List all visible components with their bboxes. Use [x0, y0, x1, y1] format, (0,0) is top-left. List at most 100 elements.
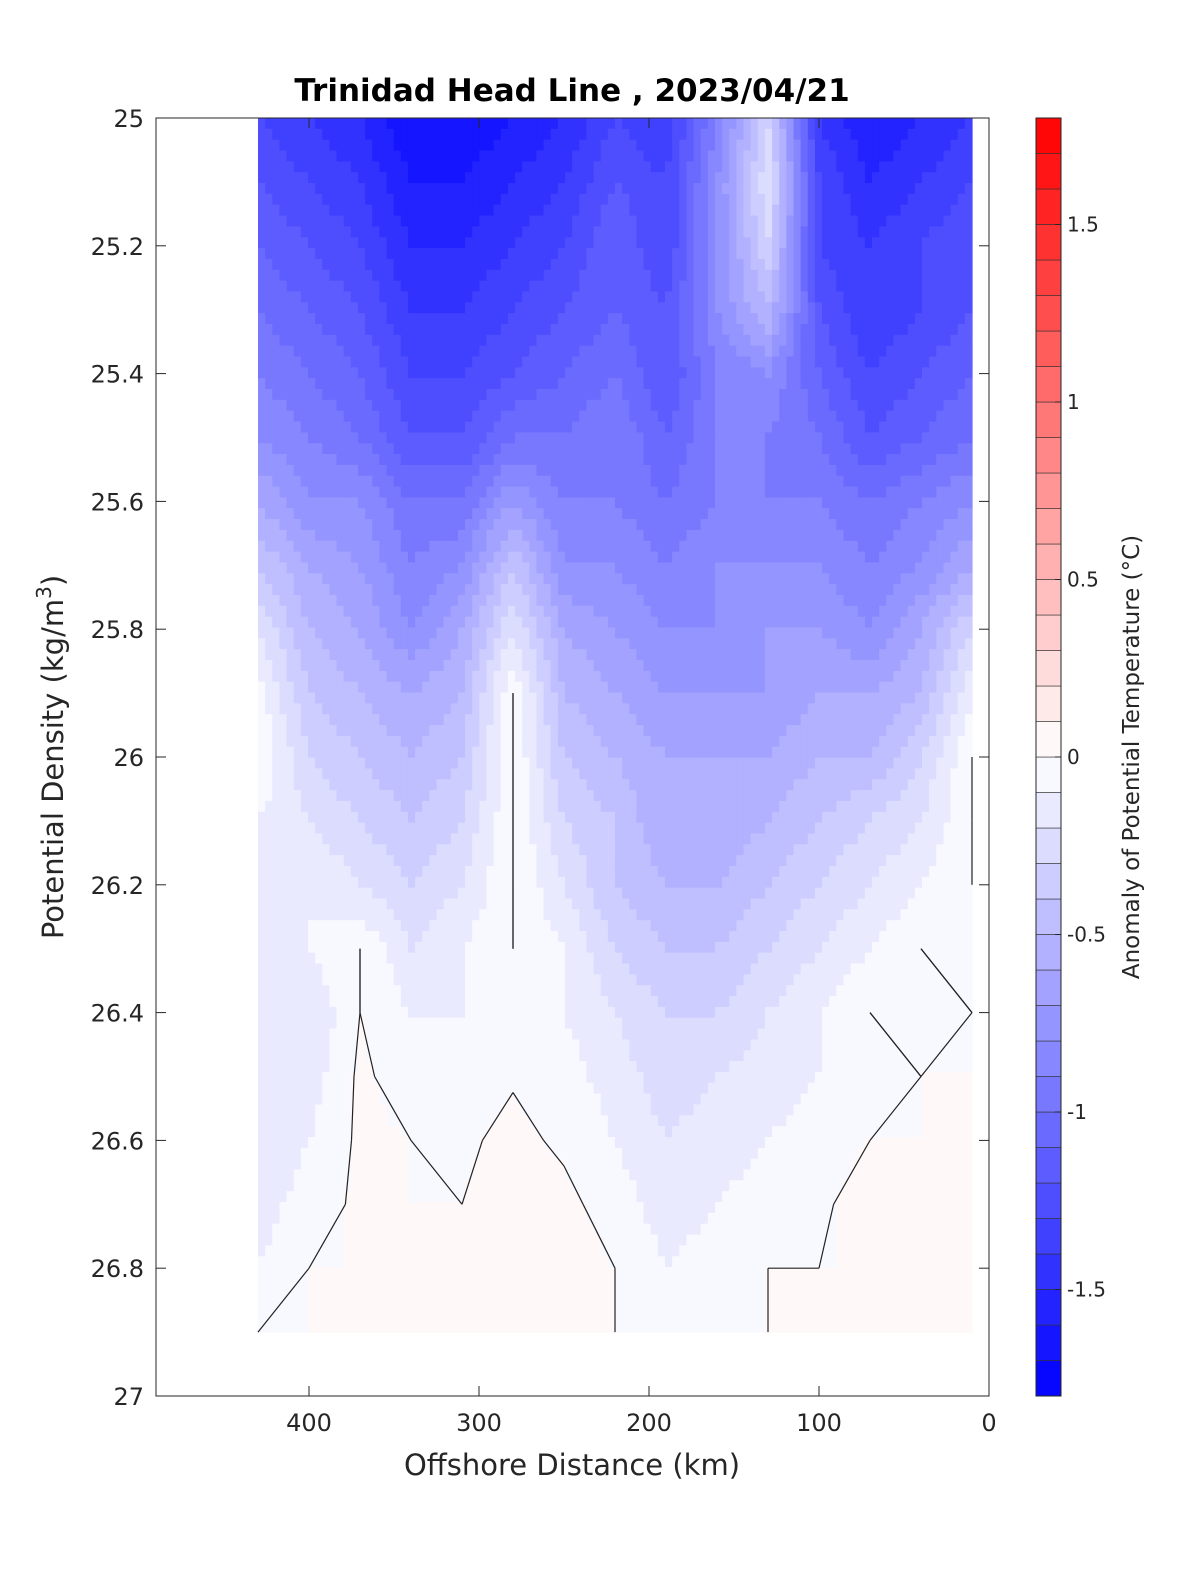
heatmap-cell — [593, 258, 602, 271]
heatmap-cell — [772, 237, 780, 249]
heatmap-cell — [936, 519, 945, 531]
heatmap-cell — [607, 161, 616, 173]
heatmap-cell — [722, 258, 730, 271]
heatmap-cell — [272, 172, 281, 184]
heatmap-cell — [650, 323, 659, 336]
heatmap-cell — [886, 519, 895, 531]
heatmap-cell — [843, 605, 852, 618]
heatmap-cell — [336, 291, 345, 303]
heatmap-cell — [936, 258, 945, 271]
heatmap-cell — [843, 345, 852, 358]
heatmap-cell — [629, 215, 638, 227]
heatmap-cell — [522, 389, 530, 401]
heatmap-cell — [843, 432, 852, 444]
heatmap-cell — [772, 594, 780, 607]
heatmap-cell — [607, 508, 616, 520]
heatmap-cell — [357, 443, 366, 455]
heatmap-cell — [529, 226, 538, 238]
heatmap-cell — [929, 356, 937, 368]
heatmap-cell — [307, 389, 316, 401]
heatmap-cell — [258, 237, 266, 249]
heatmap-cell — [436, 334, 445, 347]
heatmap-cell — [536, 529, 545, 542]
heatmap-cell — [729, 616, 737, 629]
heatmap-cell — [500, 237, 509, 249]
heatmap-cell — [543, 161, 552, 173]
heatmap-cell — [300, 432, 309, 444]
heatmap-cell — [565, 248, 573, 260]
heatmap-cell — [365, 204, 373, 217]
heatmap-cell — [393, 291, 402, 303]
heatmap-cell — [950, 183, 959, 195]
heatmap-cell — [686, 280, 695, 293]
heatmap-cell — [779, 432, 787, 444]
heatmap-cell — [365, 356, 373, 368]
heatmap-cell — [743, 345, 752, 358]
heatmap-cell — [957, 280, 966, 293]
heatmap-cell — [836, 443, 845, 455]
heatmap-cell — [607, 573, 616, 585]
heatmap-cell — [886, 226, 895, 238]
heatmap-cell — [664, 248, 673, 260]
heatmap-cell — [686, 605, 695, 618]
heatmap-cell — [586, 172, 595, 184]
heatmap-cell — [957, 345, 966, 358]
heatmap-cell — [500, 475, 509, 488]
heatmap-cell — [415, 128, 423, 141]
heatmap-cell — [429, 432, 438, 444]
heatmap-cell — [422, 616, 430, 629]
heatmap-cell — [743, 573, 752, 585]
heatmap-cell — [515, 399, 523, 412]
heatmap-cell — [336, 627, 345, 639]
heatmap-cell — [293, 215, 302, 227]
heatmap-cell — [486, 172, 495, 184]
heatmap-cell — [579, 313, 588, 325]
heatmap-cell — [315, 323, 323, 336]
heatmap-cell — [550, 172, 559, 184]
heatmap-cell — [586, 475, 595, 488]
heatmap-cell — [922, 399, 930, 412]
heatmap-cell — [850, 150, 859, 162]
heatmap-cell — [829, 172, 837, 184]
heatmap-cell — [729, 551, 737, 564]
heatmap-cell — [307, 193, 316, 206]
heatmap-cell — [807, 497, 816, 509]
heatmap-cell — [586, 638, 595, 650]
heatmap-cell — [593, 475, 602, 488]
heatmap-cell — [443, 345, 452, 358]
heatmap-cell — [565, 226, 573, 238]
heatmap-cell — [465, 399, 473, 412]
heatmap-cell — [579, 529, 588, 542]
heatmap-cell — [415, 226, 423, 238]
heatmap-cell — [964, 334, 973, 347]
heatmap-cell — [757, 410, 766, 423]
heatmap-cell — [272, 486, 281, 499]
heatmap-cell — [436, 497, 445, 509]
heatmap-cell — [772, 378, 780, 390]
heatmap-cell — [772, 410, 780, 423]
heatmap-cell — [729, 323, 737, 336]
heatmap-cell — [793, 204, 802, 217]
heatmap-cell — [850, 421, 859, 433]
heatmap-cell — [507, 345, 516, 358]
heatmap-cell — [272, 627, 281, 639]
heatmap-cell — [850, 475, 859, 488]
heatmap-cell — [700, 454, 709, 466]
heatmap-cell — [357, 464, 366, 477]
heatmap-cell — [507, 139, 516, 152]
heatmap-cell — [936, 378, 945, 390]
heatmap-cell — [615, 443, 623, 455]
heatmap-cell — [793, 248, 802, 260]
heatmap-cell — [265, 356, 273, 368]
heatmap-cell — [800, 302, 809, 314]
heatmap-cell — [607, 432, 616, 444]
heatmap-cell — [386, 464, 395, 477]
heatmap-cell — [536, 258, 545, 271]
heatmap-cell — [664, 204, 673, 217]
heatmap-cell — [643, 605, 652, 618]
heatmap-cell — [950, 464, 959, 477]
heatmap-cell — [329, 378, 338, 390]
heatmap-cell — [579, 508, 588, 520]
heatmap-cell — [643, 529, 652, 542]
heatmap-cell — [472, 215, 480, 227]
